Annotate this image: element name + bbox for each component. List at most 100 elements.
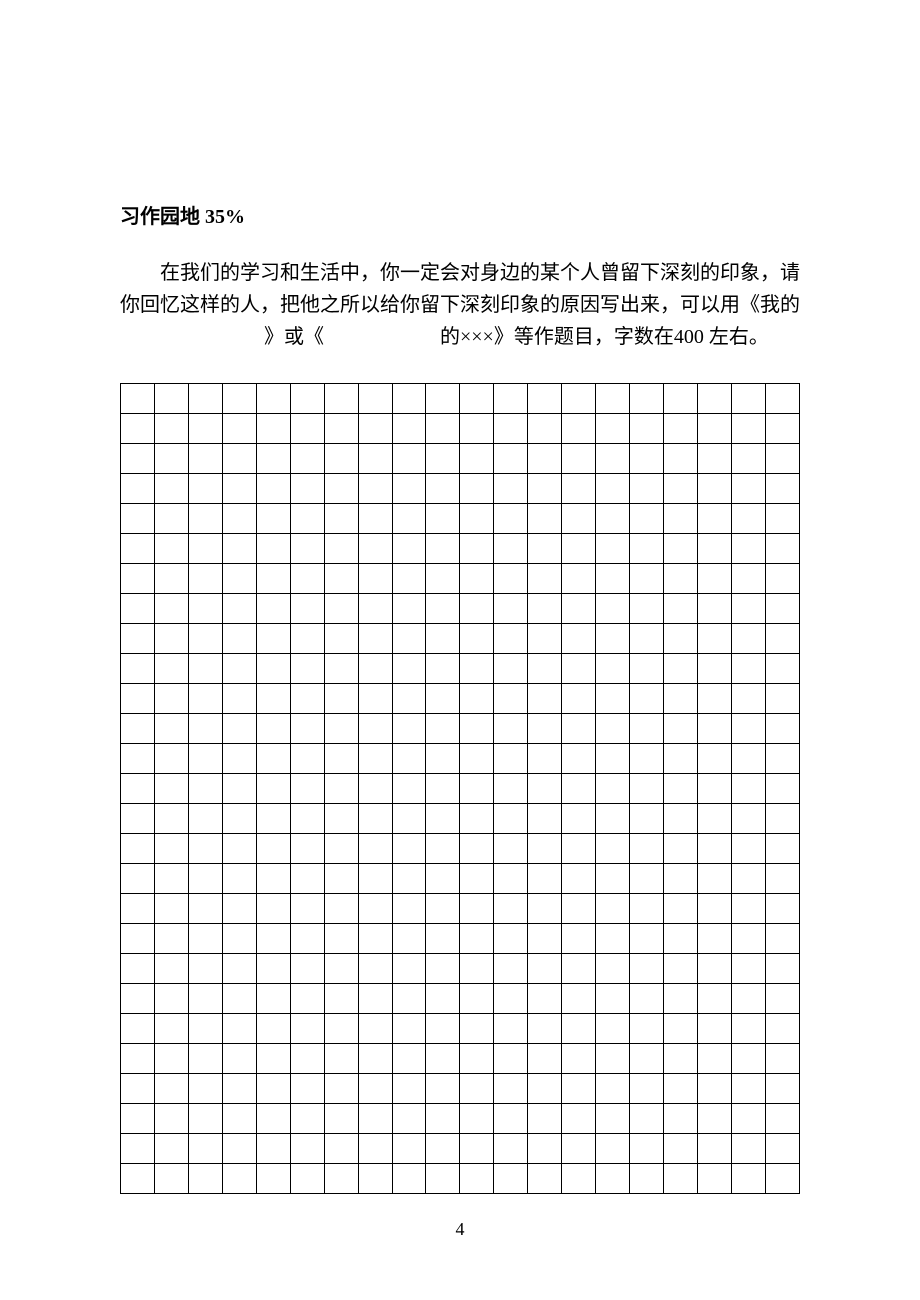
grid-cell bbox=[697, 984, 731, 1014]
grid-cell bbox=[494, 1044, 528, 1074]
grid-row bbox=[121, 444, 800, 474]
grid-cell bbox=[697, 1134, 731, 1164]
grid-row bbox=[121, 1014, 800, 1044]
grid-cell bbox=[562, 594, 596, 624]
grid-cell bbox=[121, 894, 155, 924]
grid-cell bbox=[460, 894, 494, 924]
grid-cell bbox=[222, 414, 256, 444]
grid-cell bbox=[528, 1164, 562, 1194]
grid-cell bbox=[358, 1014, 392, 1044]
grid-cell bbox=[630, 564, 664, 594]
grid-cell bbox=[121, 954, 155, 984]
grid-cell bbox=[697, 414, 731, 444]
grid-cell bbox=[324, 654, 358, 684]
grid-cell bbox=[154, 534, 188, 564]
grid-cell bbox=[256, 624, 290, 654]
grid-cell bbox=[392, 504, 426, 534]
grid-cell bbox=[697, 864, 731, 894]
grid-cell bbox=[154, 834, 188, 864]
grid-cell bbox=[426, 984, 460, 1014]
grid-cell bbox=[256, 1044, 290, 1074]
grid-cell bbox=[358, 684, 392, 714]
grid-cell bbox=[528, 954, 562, 984]
grid-cell bbox=[256, 1104, 290, 1134]
writing-grid bbox=[120, 383, 800, 1194]
grid-cell bbox=[154, 1104, 188, 1134]
grid-cell bbox=[562, 714, 596, 744]
grid-cell bbox=[392, 474, 426, 504]
grid-cell bbox=[664, 474, 698, 504]
writing-prompt: 在我们的学习和生活中，你一定会对身边的某个人曾留下深刻的印象，请你回忆这样的人，… bbox=[120, 257, 800, 353]
grid-cell bbox=[630, 864, 664, 894]
grid-cell bbox=[562, 1164, 596, 1194]
grid-cell bbox=[290, 1014, 324, 1044]
grid-cell bbox=[528, 864, 562, 894]
grid-cell bbox=[731, 384, 765, 414]
grid-cell bbox=[630, 504, 664, 534]
grid-cell bbox=[154, 954, 188, 984]
grid-cell bbox=[596, 444, 630, 474]
grid-cell bbox=[290, 804, 324, 834]
grid-cell bbox=[765, 1164, 799, 1194]
grid-cell bbox=[358, 954, 392, 984]
grid-cell bbox=[154, 444, 188, 474]
grid-cell bbox=[460, 714, 494, 744]
grid-cell bbox=[154, 384, 188, 414]
grid-cell bbox=[188, 1164, 222, 1194]
grid-cell bbox=[528, 684, 562, 714]
grid-cell bbox=[494, 1134, 528, 1164]
grid-cell bbox=[324, 834, 358, 864]
grid-cell bbox=[188, 1014, 222, 1044]
grid-row bbox=[121, 864, 800, 894]
grid-cell bbox=[630, 1134, 664, 1164]
grid-cell bbox=[697, 894, 731, 924]
grid-cell bbox=[596, 894, 630, 924]
grid-cell bbox=[426, 1134, 460, 1164]
grid-cell bbox=[765, 594, 799, 624]
grid-cell bbox=[664, 504, 698, 534]
grid-cell bbox=[765, 924, 799, 954]
grid-cell bbox=[358, 444, 392, 474]
grid-cell bbox=[290, 1044, 324, 1074]
grid-cell bbox=[664, 714, 698, 744]
grid-row bbox=[121, 384, 800, 414]
grid-cell bbox=[630, 954, 664, 984]
grid-cell bbox=[664, 534, 698, 564]
grid-cell bbox=[426, 624, 460, 654]
grid-cell bbox=[324, 1164, 358, 1194]
grid-cell bbox=[358, 384, 392, 414]
grid-cell bbox=[392, 564, 426, 594]
grid-cell bbox=[358, 834, 392, 864]
grid-cell bbox=[765, 564, 799, 594]
grid-cell bbox=[596, 1074, 630, 1104]
grid-row bbox=[121, 414, 800, 444]
grid-cell bbox=[765, 894, 799, 924]
grid-cell bbox=[222, 834, 256, 864]
grid-cell bbox=[630, 804, 664, 834]
grid-cell bbox=[324, 864, 358, 894]
grid-cell bbox=[494, 924, 528, 954]
grid-cell bbox=[222, 714, 256, 744]
grid-cell bbox=[188, 1044, 222, 1074]
grid-cell bbox=[222, 684, 256, 714]
grid-cell bbox=[392, 414, 426, 444]
grid-cell bbox=[222, 1074, 256, 1104]
grid-cell bbox=[324, 1014, 358, 1044]
grid-cell bbox=[121, 564, 155, 594]
grid-cell bbox=[426, 654, 460, 684]
grid-cell bbox=[494, 1164, 528, 1194]
grid-cell bbox=[290, 594, 324, 624]
grid-cell bbox=[731, 774, 765, 804]
grid-cell bbox=[154, 1014, 188, 1044]
grid-cell bbox=[630, 984, 664, 1014]
grid-cell bbox=[290, 474, 324, 504]
grid-cell bbox=[154, 474, 188, 504]
grid-cell bbox=[562, 1104, 596, 1134]
grid-cell bbox=[256, 864, 290, 894]
grid-row bbox=[121, 714, 800, 744]
grid-cell bbox=[630, 924, 664, 954]
grid-cell bbox=[222, 744, 256, 774]
grid-cell bbox=[392, 984, 426, 1014]
grid-cell bbox=[426, 414, 460, 444]
grid-cell bbox=[562, 774, 596, 804]
